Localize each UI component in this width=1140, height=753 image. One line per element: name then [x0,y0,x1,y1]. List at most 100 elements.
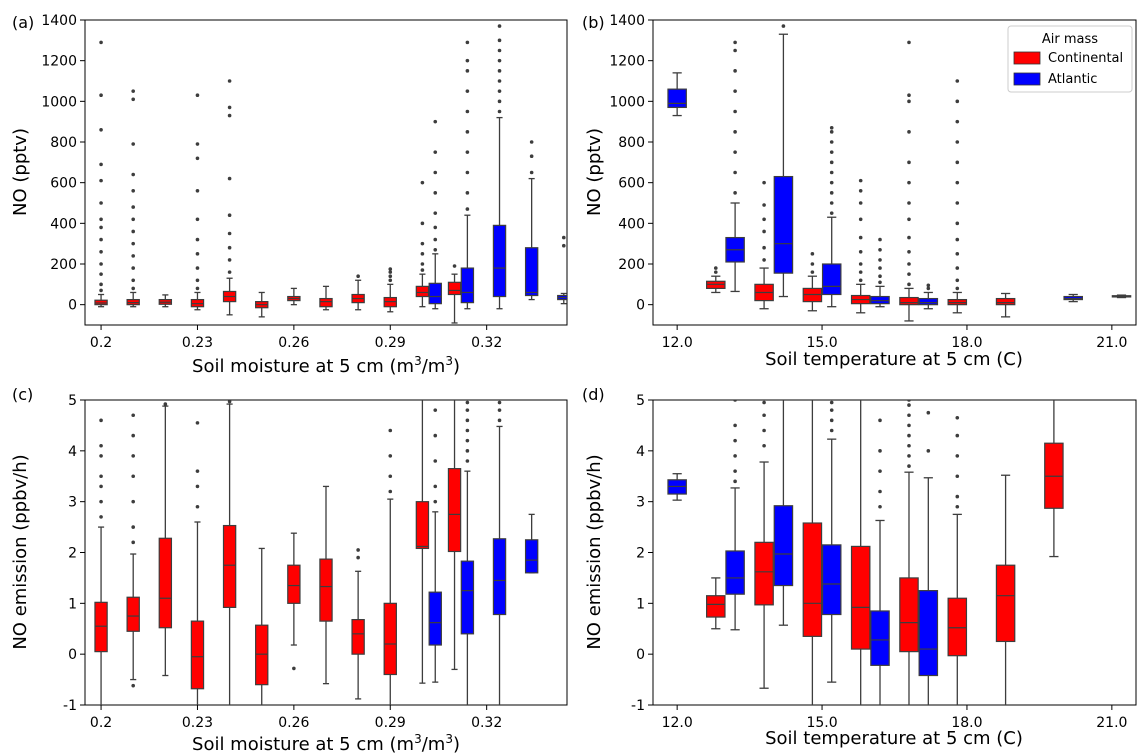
y-tick-label: 1000 [41,94,77,110]
legend-entry-continental: Continental [1048,51,1123,66]
y-tick-label: 1200 [609,54,645,70]
flier-point [955,278,960,283]
flier-point [810,252,815,256]
flier-point [733,469,737,473]
flier-point [762,413,766,418]
box-atlantic [667,88,687,109]
plot-frame [84,19,568,326]
flier-point [733,69,737,73]
flier-point [356,555,360,560]
flier-point [733,130,737,134]
flier-point [497,38,502,43]
flier-point [99,499,103,504]
flier-point [99,272,103,276]
x-tick-label: 0.29 [375,335,406,351]
flier-point [195,266,200,270]
x-axis-label: Soil moisture at 5 cm (m3/m3) [192,354,460,377]
flier-point [733,400,737,402]
y-tick-label: 0 [68,298,77,314]
flier-point [713,266,718,270]
flier-point [227,400,232,404]
flier-point [195,484,200,489]
flier-point [99,250,103,254]
flier-point [497,69,502,73]
flier-point [388,267,393,271]
flier-point [878,504,882,509]
y-tick-label: 800 [618,135,645,151]
flier-point [878,418,882,423]
flier-point [829,400,834,405]
flier-point [99,217,103,222]
flier-point [131,229,135,234]
box-continental [447,281,462,296]
flier-point [829,428,834,433]
y-tick-label: -1 [631,698,645,714]
y-tick-label: 1400 [41,13,77,29]
y-tick-label: 600 [50,176,77,192]
flier-point [955,433,960,438]
flier-point [907,40,911,45]
flier-point [99,201,103,205]
flier-point [433,150,438,154]
flier-point [465,418,470,423]
box-continental [190,620,205,690]
flier-point [420,252,425,256]
box-continental [383,602,397,676]
flier-point [227,213,232,217]
box-group [667,400,1064,705]
x-tick-label: 0.23 [182,715,213,731]
x-tick-label: 18.0 [951,335,982,351]
y-tick-label: 1400 [609,13,645,29]
x-axis-label: Soil moisture at 5 cm (m3/m3) [192,732,460,753]
x-axis-label: Soil temperature at 5 cm (C) [765,349,1023,370]
flier-point [131,454,135,458]
box-continental [802,522,823,637]
flier-point [99,474,103,479]
box-atlantic [821,544,842,616]
flier-point [99,484,103,489]
flier-point [131,172,135,177]
flier-point [131,413,135,418]
flier-point [829,150,834,154]
panel-c: (c) -1 0 1 2 3 4 5 0.2 0.23 0.26 0.29 0.32 Soil moi… [10,385,568,753]
flier-point [163,402,168,406]
flier-point [465,89,470,93]
flier-point [195,421,200,425]
box-atlantic [524,539,539,574]
flier-point [907,282,911,287]
flier-point [733,454,737,458]
flier-point [420,180,425,185]
flier-point [733,191,737,195]
box-continental [899,577,919,653]
flier-point [829,125,834,130]
y-tick-label: 5 [636,393,645,409]
box-continental [995,297,1016,306]
flier-point [497,408,502,412]
y-tick-label: 200 [50,257,77,273]
box-continental [754,541,774,606]
box-atlantic [492,224,507,298]
box-continental [255,624,269,686]
y-tick-label: 1200 [41,54,77,70]
flier-point [733,89,737,93]
flier-point [907,201,911,205]
flier-point [858,262,863,266]
flier-point [733,423,737,428]
x-tick-label: 15.0 [806,715,837,731]
flier-point [195,189,200,193]
flier-point [907,403,911,407]
flier-point [858,278,863,283]
box-continental [319,558,333,622]
flier-point [195,237,200,242]
y-axis-label: NO emission (ppbv/h) [584,454,605,649]
flier-point [433,499,438,504]
x-tick-label: 12.0 [662,715,693,731]
flier-point [227,105,232,110]
flier-point [762,245,766,250]
flier-point [955,79,960,83]
flier-point [829,191,834,195]
flier-point [497,58,502,63]
flier-point [465,428,470,433]
box-continental [706,595,726,618]
